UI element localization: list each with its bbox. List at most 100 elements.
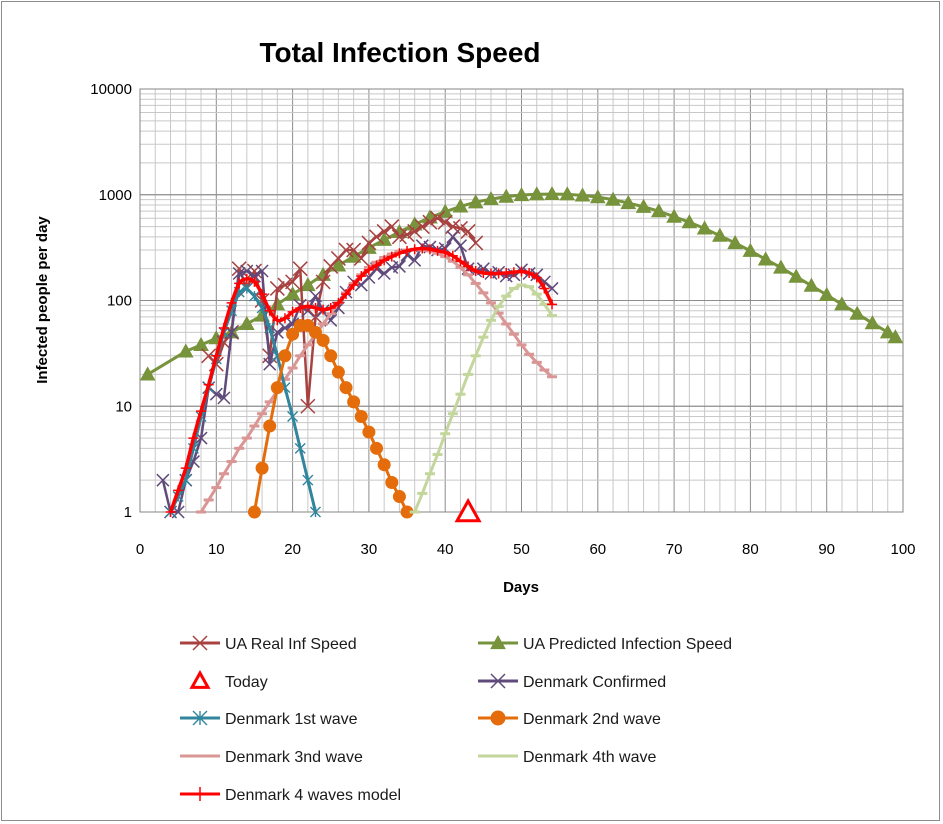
data-point bbox=[308, 289, 323, 303]
legend-item: Denmark Confirmed bbox=[478, 673, 666, 691]
x-tick-label: 60 bbox=[589, 541, 606, 558]
data-point bbox=[300, 398, 316, 414]
data-point bbox=[455, 256, 466, 267]
legend-label: UA Predicted Infection Speed bbox=[523, 636, 732, 653]
series-line bbox=[199, 247, 554, 513]
legend-label: Denmark 3nd wave bbox=[225, 749, 363, 766]
data-point bbox=[394, 248, 405, 259]
data-point bbox=[470, 266, 481, 277]
y-tick-label: 10 bbox=[115, 398, 132, 415]
data-point bbox=[528, 186, 545, 201]
series-denmark-4th-wave bbox=[409, 283, 558, 514]
x-tick-label: 10 bbox=[208, 541, 225, 558]
data-point bbox=[392, 490, 406, 504]
legend-swatch-marker bbox=[192, 710, 208, 726]
data-point bbox=[498, 188, 515, 203]
data-point bbox=[544, 186, 560, 201]
series-denmark-4-waves-model bbox=[165, 243, 558, 517]
data-point bbox=[353, 250, 369, 266]
data-point bbox=[339, 381, 353, 395]
data-point bbox=[392, 259, 406, 273]
data-point bbox=[217, 391, 231, 405]
data-point bbox=[371, 260, 382, 271]
data-point bbox=[232, 266, 246, 281]
data-point bbox=[483, 191, 499, 206]
data-point bbox=[432, 245, 443, 256]
legend-item: UA Real Inf Speed bbox=[180, 635, 357, 653]
data-point bbox=[263, 419, 277, 433]
data-point bbox=[318, 304, 329, 315]
data-point bbox=[757, 251, 774, 266]
y-axis-title: Infected people per day bbox=[34, 216, 51, 384]
x-tick-label: 80 bbox=[742, 541, 759, 558]
data-point bbox=[446, 230, 460, 244]
data-point bbox=[354, 409, 368, 423]
legend-item: Denmark 1st wave bbox=[180, 710, 358, 728]
x-tick-label: 100 bbox=[890, 541, 915, 558]
legend-label: Denmark 1st wave bbox=[225, 711, 358, 728]
data-point bbox=[255, 264, 269, 278]
y-tick-label: 100 bbox=[107, 293, 132, 310]
data-point bbox=[348, 280, 359, 291]
legend-label: UA Real Inf Speed bbox=[225, 636, 357, 653]
data-point bbox=[257, 289, 268, 300]
data-point bbox=[384, 219, 400, 235]
data-point bbox=[196, 406, 207, 417]
data-point bbox=[264, 322, 276, 334]
data-point bbox=[302, 474, 314, 486]
data-point bbox=[402, 245, 413, 256]
data-point bbox=[270, 381, 284, 395]
legend-item: UA Predicted Infection Speed bbox=[478, 634, 732, 653]
data-point bbox=[249, 276, 260, 287]
data-point bbox=[501, 267, 512, 278]
data-point bbox=[331, 365, 345, 379]
data-point bbox=[453, 239, 467, 253]
data-point bbox=[246, 263, 262, 279]
data-point bbox=[547, 299, 558, 310]
data-point bbox=[370, 441, 384, 455]
data-point bbox=[864, 315, 881, 330]
data-point bbox=[399, 227, 415, 243]
data-point bbox=[559, 186, 576, 201]
data-point bbox=[531, 272, 542, 283]
data-point bbox=[165, 507, 176, 517]
y-axis-ticks: 1 10 100 1000 10000 bbox=[90, 81, 132, 521]
data-point bbox=[788, 268, 805, 283]
data-point bbox=[635, 198, 652, 213]
y-tick-label: 10000 bbox=[90, 81, 132, 98]
data-point bbox=[277, 277, 293, 293]
data-point bbox=[316, 333, 330, 347]
data-point bbox=[666, 208, 682, 223]
data-point bbox=[211, 350, 222, 361]
data-point bbox=[308, 325, 322, 339]
data-point bbox=[287, 306, 298, 317]
data-point bbox=[589, 189, 606, 204]
legend-label: Denmark 4 waves model bbox=[225, 787, 401, 804]
data-point bbox=[524, 267, 535, 278]
data-point bbox=[773, 259, 789, 274]
data-point bbox=[539, 283, 550, 294]
data-point bbox=[362, 425, 376, 439]
data-point bbox=[356, 271, 367, 282]
data-point bbox=[338, 242, 354, 258]
legend-swatch-marker bbox=[189, 669, 211, 689]
data-point bbox=[180, 463, 191, 474]
data-point bbox=[513, 186, 530, 202]
data-point bbox=[377, 266, 391, 281]
data-point bbox=[292, 261, 308, 277]
data-point bbox=[286, 327, 300, 341]
data-point bbox=[379, 255, 390, 266]
data-point bbox=[422, 214, 438, 230]
series-denmark-3nd-wave bbox=[196, 247, 558, 514]
data-point bbox=[879, 324, 896, 339]
data-point bbox=[156, 473, 170, 487]
legend-item: Denmark 4 waves model bbox=[180, 787, 401, 804]
data-point bbox=[238, 315, 255, 331]
data-point bbox=[284, 286, 301, 301]
legend-swatch-marker bbox=[192, 635, 208, 651]
data-point bbox=[218, 322, 229, 333]
data-point bbox=[376, 231, 393, 246]
data-point bbox=[834, 296, 850, 311]
data-point bbox=[377, 458, 391, 472]
legend-swatch-marker bbox=[490, 634, 506, 650]
